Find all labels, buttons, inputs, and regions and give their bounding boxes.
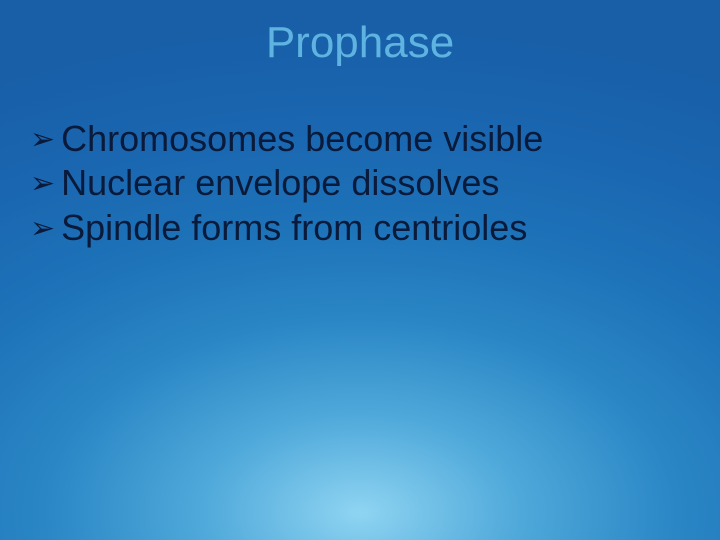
bullet-text: Nuclear envelope dissolves: [61, 162, 499, 204]
chevron-right-icon: ➢: [30, 122, 55, 157]
chevron-right-icon: ➢: [30, 166, 55, 201]
bullet-text: Spindle forms from centrioles: [61, 207, 527, 249]
bullet-list: ➢ Chromosomes become visible ➢ Nuclear e…: [30, 118, 690, 251]
chevron-right-icon: ➢: [30, 211, 55, 246]
slide-title: Prophase: [0, 18, 720, 68]
bullet-text: Chromosomes become visible: [61, 118, 543, 160]
list-item: ➢ Spindle forms from centrioles: [30, 207, 690, 249]
slide: Prophase ➢ Chromosomes become visible ➢ …: [0, 0, 720, 540]
list-item: ➢ Nuclear envelope dissolves: [30, 162, 690, 204]
list-item: ➢ Chromosomes become visible: [30, 118, 690, 160]
